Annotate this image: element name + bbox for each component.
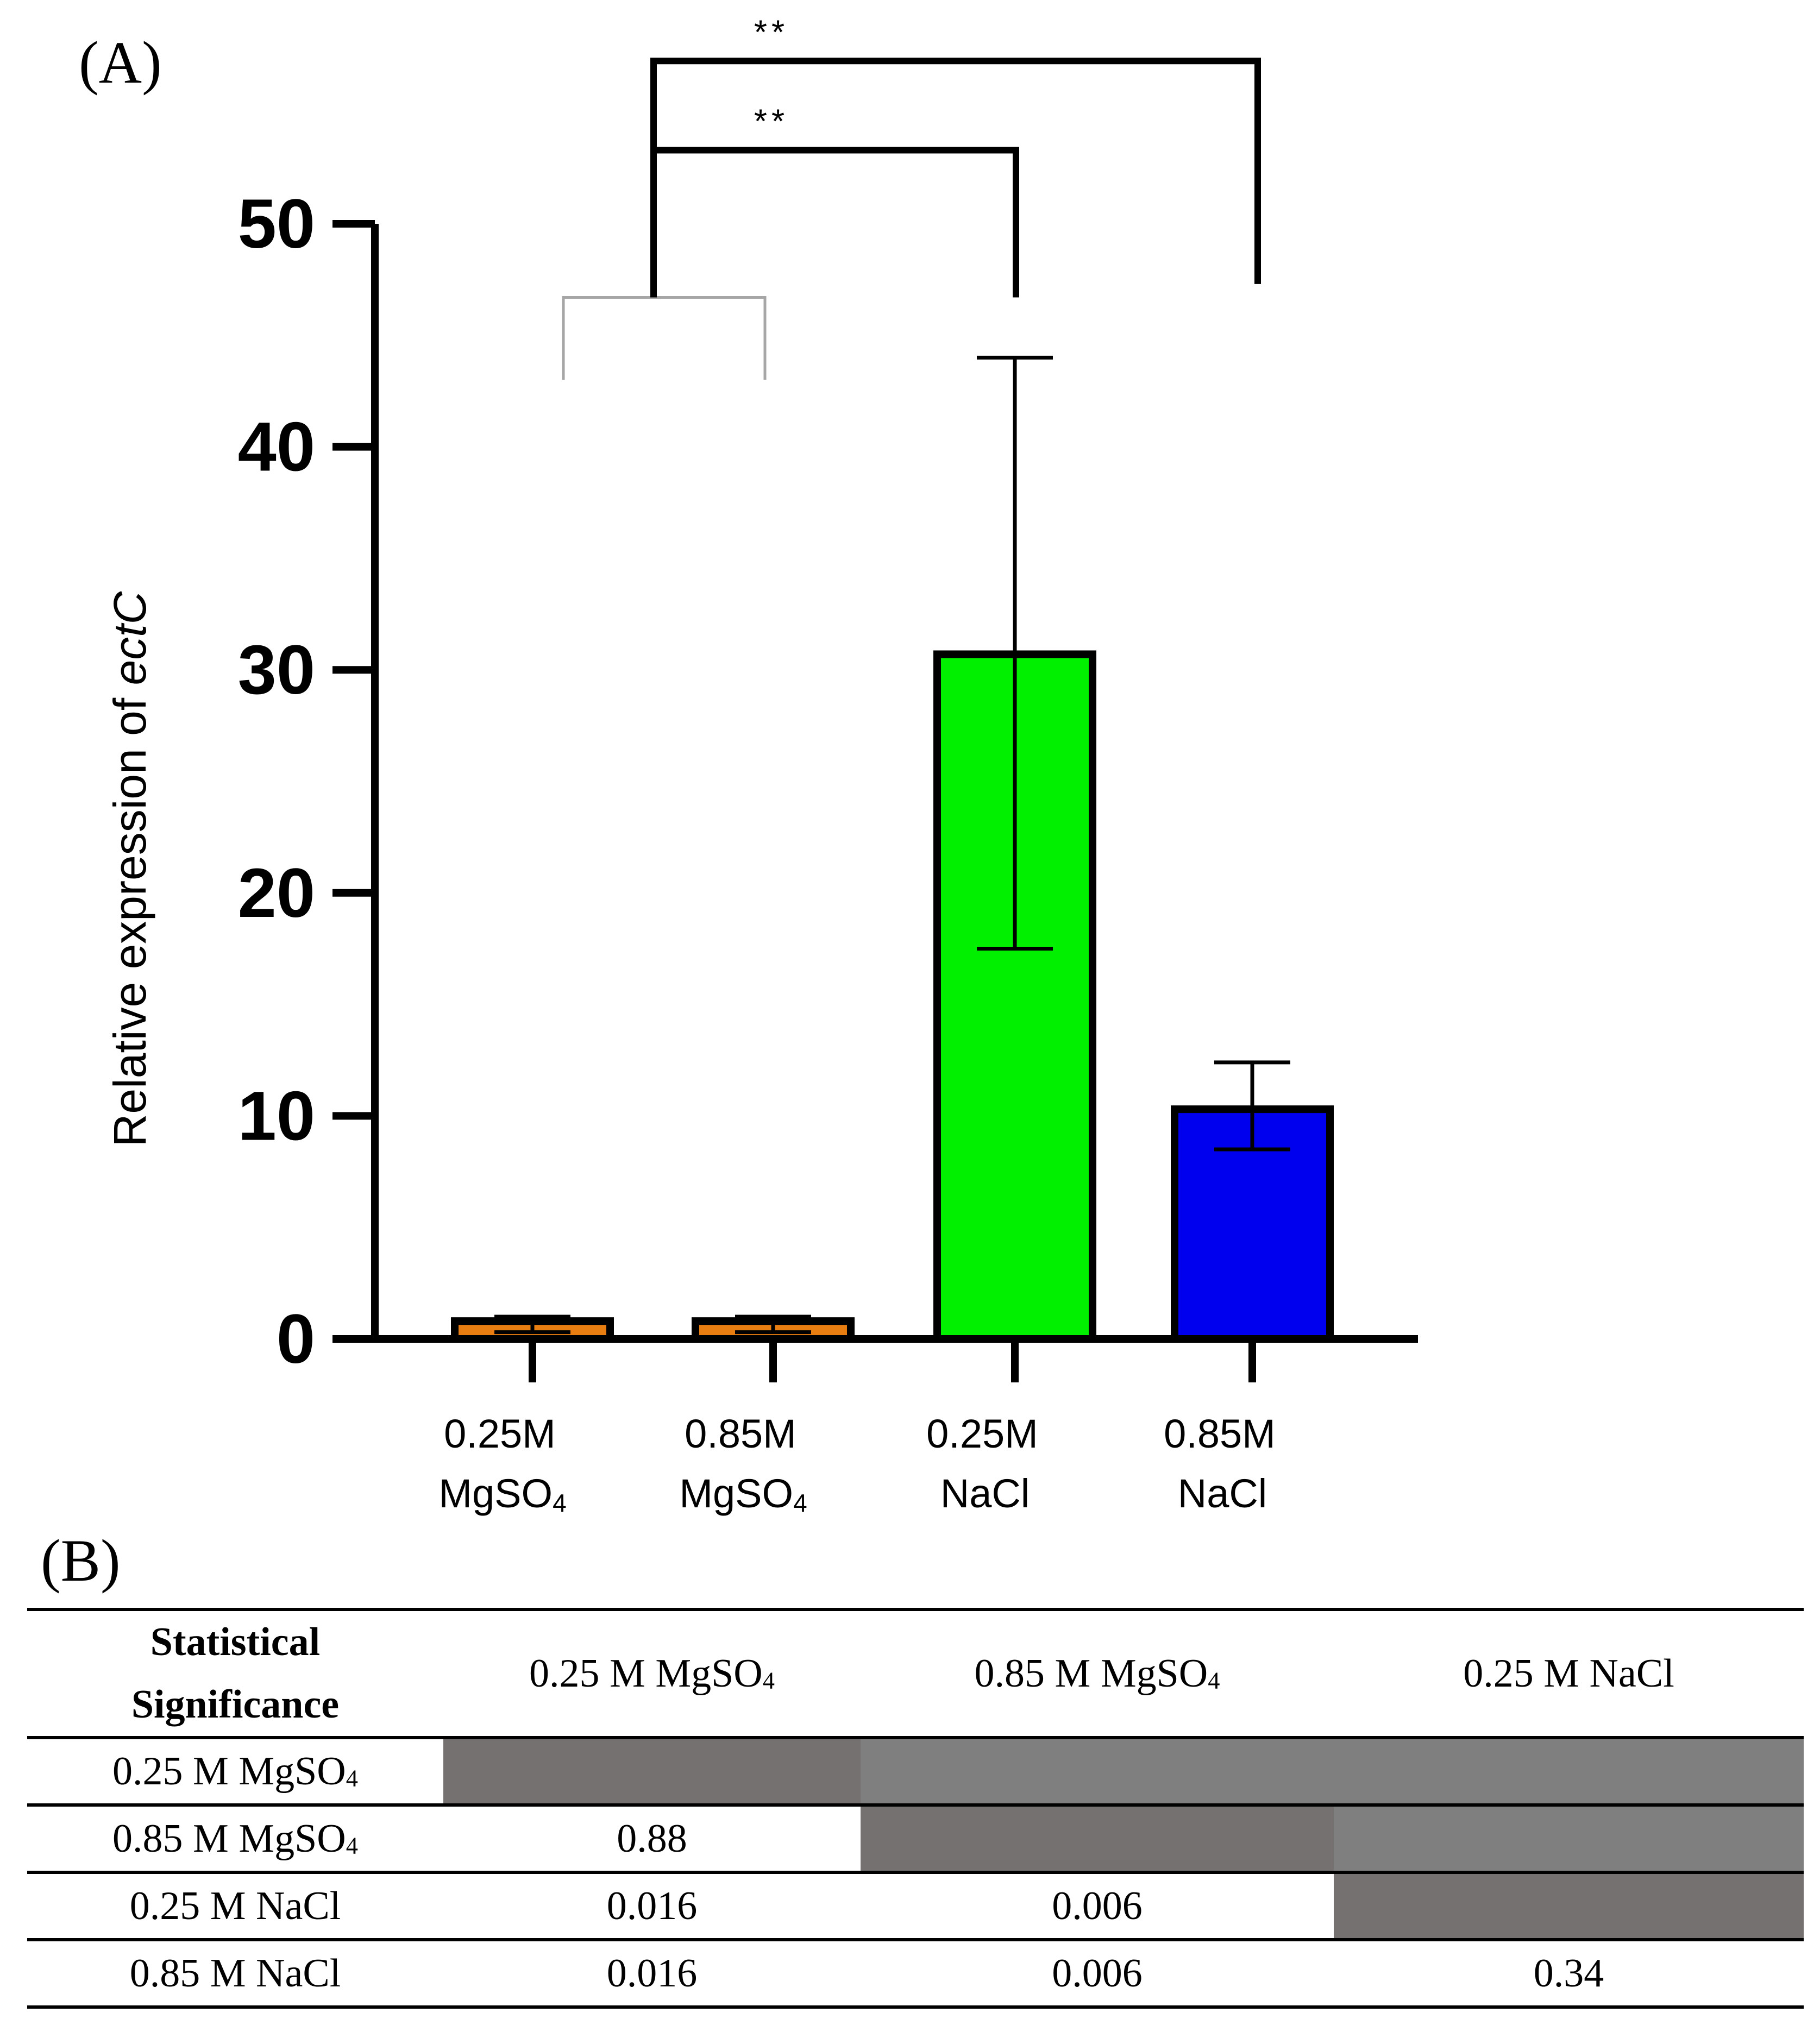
column-header: 0.25 M MgSO4 (443, 1608, 861, 1739)
significance-label: ** (754, 103, 789, 141)
significance-label: ** (754, 14, 789, 51)
row-label: 0.25 M MgSO4 (27, 1738, 443, 1807)
table-row: 0.85 M NaCl 0.016 0.006 0.34 (27, 1940, 1804, 2009)
table-cell: 0.016 (443, 1872, 861, 1941)
table-cell-shaded (1334, 1872, 1804, 1941)
y-tick-label: 30 (238, 631, 315, 709)
x-tick-label-line2: NaCl (1178, 1471, 1267, 1516)
significance-table: Statistical Significance 0.25 M MgSO4 0.… (27, 1608, 1804, 2009)
table-cell-shaded (443, 1738, 861, 1807)
group-bracket (562, 295, 767, 380)
table-cell-shaded (1334, 1805, 1804, 1874)
table-row: 0.25 M NaCl 0.016 0.006 (27, 1872, 1804, 1941)
y-tick-label: 20 (238, 854, 315, 932)
panel-label-a: (A) (79, 29, 162, 96)
significance-bracket (650, 147, 1019, 298)
table-header-row: Statistical Significance 0.25 M MgSO4 0.… (27, 1608, 1804, 1739)
y-tick-label: 0 (277, 1300, 315, 1378)
x-tick-label-line2: MgSO4 (679, 1471, 807, 1517)
table-cell: 0.006 (861, 1940, 1334, 2009)
x-tick-label-line2: MgSO4 (438, 1471, 566, 1517)
column-header: 0.25 M NaCl (1334, 1608, 1804, 1739)
y-axis-label: Relative expression of ectC (104, 590, 155, 1147)
table-cell-shaded (1334, 1738, 1804, 1807)
panel-label-b: (B) (41, 1527, 121, 1594)
x-tick-label-line1: 0.25M (926, 1411, 1038, 1456)
y-tick-label: 50 (238, 185, 315, 263)
table-cell-shaded (861, 1805, 1334, 1874)
significance-bracket (650, 58, 1261, 298)
bar-chart: 0 10 20 30 40 50 Relative expression of ectC 0.… (104, 14, 1418, 1517)
table-row: 0.25 M MgSO4 (27, 1738, 1804, 1807)
corner-line-1: Statistical (150, 1620, 321, 1665)
x-tick-label-line1: 0.25M (444, 1411, 556, 1456)
x-tick-label-subscript: 4 (793, 1489, 807, 1517)
x-tick-label-line1: 0.85M (685, 1411, 796, 1456)
table-cell: 0.006 (861, 1872, 1334, 1941)
x-tick-label-line2: NaCl (940, 1471, 1030, 1516)
corner-line-2: Significance (131, 1682, 340, 1727)
y-tick-label: 10 (238, 1077, 315, 1155)
table-cell-shaded (861, 1738, 1334, 1807)
table-cell: 0.34 (1334, 1940, 1804, 2009)
significance-table-wrap: Statistical Significance 0.25 M MgSO4 0.… (27, 1608, 1804, 2009)
x-tick-label-subscript: 4 (553, 1489, 567, 1517)
row-label: 0.25 M NaCl (27, 1872, 443, 1941)
row-label: 0.85 M NaCl (27, 1940, 443, 2009)
column-header: 0.85 M MgSO4 (861, 1608, 1334, 1739)
x-tick-label-line1: 0.85M (1164, 1411, 1276, 1456)
table-cell: 0.88 (443, 1805, 861, 1874)
y-tick-label: 40 (238, 408, 315, 486)
y-axis-label-italic: ectC (104, 590, 155, 685)
row-label: 0.85 M MgSO4 (27, 1805, 443, 1874)
table-row: 0.85 M MgSO4 0.88 (27, 1805, 1804, 1874)
table-corner-cell: Statistical Significance (27, 1608, 443, 1739)
table-cell: 0.016 (443, 1940, 861, 2009)
